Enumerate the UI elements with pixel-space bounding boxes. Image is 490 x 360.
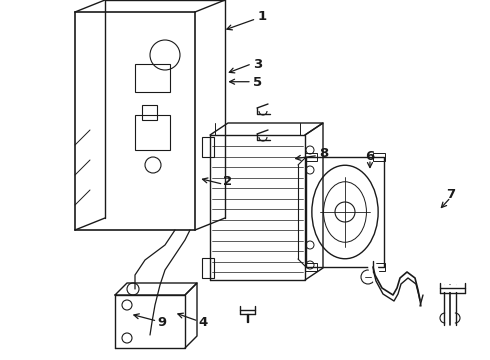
Text: 9: 9 <box>157 316 166 329</box>
Text: 3: 3 <box>253 58 262 71</box>
Text: 1: 1 <box>258 10 267 23</box>
Bar <box>202 258 214 278</box>
Text: 6: 6 <box>366 150 374 163</box>
Text: 5: 5 <box>253 76 262 89</box>
Text: 7: 7 <box>446 188 455 201</box>
Bar <box>135 64 170 92</box>
Bar <box>373 263 385 271</box>
Bar <box>142 105 157 120</box>
Bar <box>305 263 317 271</box>
Bar <box>373 153 385 161</box>
Text: 4: 4 <box>199 316 208 329</box>
Bar <box>305 153 317 161</box>
Bar <box>135 115 170 150</box>
Bar <box>202 137 214 157</box>
Text: 2: 2 <box>223 175 232 188</box>
Text: 8: 8 <box>319 147 328 159</box>
